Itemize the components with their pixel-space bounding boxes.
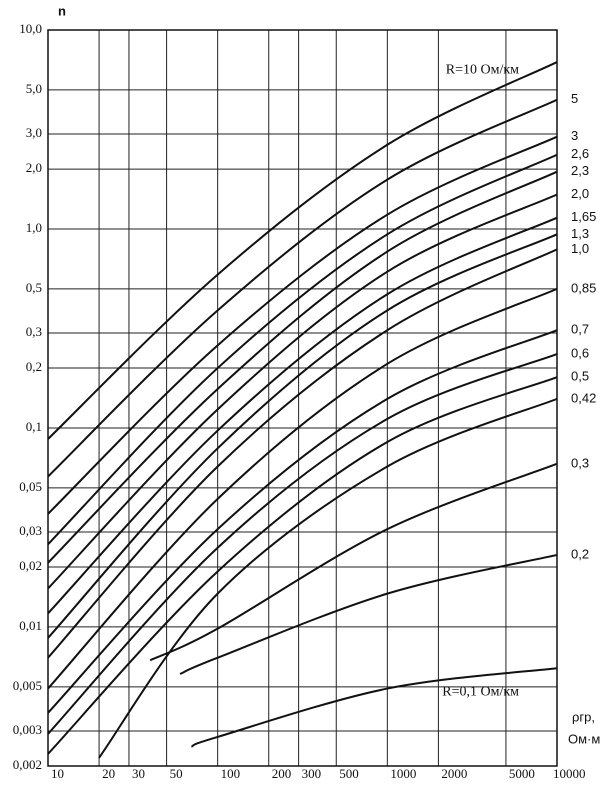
x-tick-label: 10 bbox=[51, 766, 64, 781]
curve-label: 1,65 bbox=[571, 209, 596, 224]
x-axis-label: ρгр, bbox=[572, 709, 595, 724]
curve bbox=[98, 397, 558, 759]
x-tick-label: 1000 bbox=[390, 766, 416, 781]
y-tick-label: 0,2 bbox=[26, 359, 42, 374]
curve-label: 1,0 bbox=[571, 241, 589, 256]
y-tick-label: 5,0 bbox=[26, 81, 42, 96]
curve-label: 0,42 bbox=[571, 390, 596, 405]
curve-label: 0,3 bbox=[571, 455, 589, 470]
curve bbox=[47, 353, 558, 735]
curve-label: 0,5 bbox=[571, 369, 589, 384]
y-tick-label: 0,1 bbox=[26, 419, 42, 434]
curve bbox=[47, 216, 558, 615]
y-tick-label: 2,0 bbox=[26, 160, 42, 175]
curve bbox=[47, 233, 558, 639]
y-tick-label: 0,3 bbox=[26, 324, 42, 339]
curve bbox=[47, 170, 558, 564]
x-tick-label: 5000 bbox=[509, 766, 535, 781]
curve-label: R=10 Ом/км bbox=[446, 62, 519, 77]
curve bbox=[47, 98, 558, 478]
x-tick-label: 500 bbox=[339, 766, 359, 781]
y-axis-label: n bbox=[58, 3, 66, 18]
curve bbox=[179, 553, 558, 675]
x-tick-label: 30 bbox=[132, 766, 145, 781]
curve bbox=[47, 61, 558, 440]
y-tick-label: 0,5 bbox=[26, 280, 42, 295]
y-tick-label: 0,003 bbox=[13, 722, 42, 737]
x-tick-label: 20 bbox=[102, 766, 115, 781]
x-tick-label: 300 bbox=[302, 766, 322, 781]
curve bbox=[149, 462, 558, 662]
y-tick-label: 0,03 bbox=[19, 523, 42, 538]
curve bbox=[190, 667, 558, 748]
curve-label: 0,85 bbox=[571, 280, 596, 295]
y-tick-label: 10,0 bbox=[19, 21, 42, 36]
y-tick-label: 1,0 bbox=[26, 220, 42, 235]
y-tick-label: 0,01 bbox=[19, 618, 42, 633]
y-tick-label: 0,005 bbox=[13, 678, 42, 693]
x-tick-label: 100 bbox=[221, 766, 241, 781]
curve-label: 5 bbox=[571, 91, 578, 106]
y-tick-label: 0,002 bbox=[13, 757, 42, 772]
curve-label: 0,6 bbox=[571, 346, 589, 361]
curve bbox=[47, 135, 558, 515]
x-tick-label: 200 bbox=[272, 766, 292, 781]
curve bbox=[47, 329, 558, 714]
curve bbox=[47, 153, 558, 546]
x-axis-unit: Ом·м bbox=[568, 731, 600, 746]
curve-label: 2,3 bbox=[571, 163, 589, 178]
curve bbox=[47, 248, 558, 659]
curve-label: 0,2 bbox=[571, 546, 589, 561]
x-tick-label: 10000 bbox=[553, 766, 586, 781]
curve-label: 2,6 bbox=[571, 146, 589, 161]
curve-label: 3 bbox=[571, 128, 578, 143]
x-tick-label: 50 bbox=[170, 766, 183, 781]
plot-frame bbox=[47, 29, 558, 767]
curve bbox=[47, 376, 558, 755]
curve-label: 0,7 bbox=[571, 322, 589, 337]
curve bbox=[47, 193, 558, 590]
y-tick-label: 0,02 bbox=[19, 558, 42, 573]
x-tick-label: 2000 bbox=[441, 766, 467, 781]
curve-label: 2,0 bbox=[571, 186, 589, 201]
y-tick-label: 3,0 bbox=[26, 125, 42, 140]
curve bbox=[47, 287, 558, 690]
curve-label: 1,3 bbox=[571, 226, 589, 241]
curve-label: R=0,1 Ом/км bbox=[442, 684, 519, 699]
y-tick-label: 0,05 bbox=[19, 479, 42, 494]
